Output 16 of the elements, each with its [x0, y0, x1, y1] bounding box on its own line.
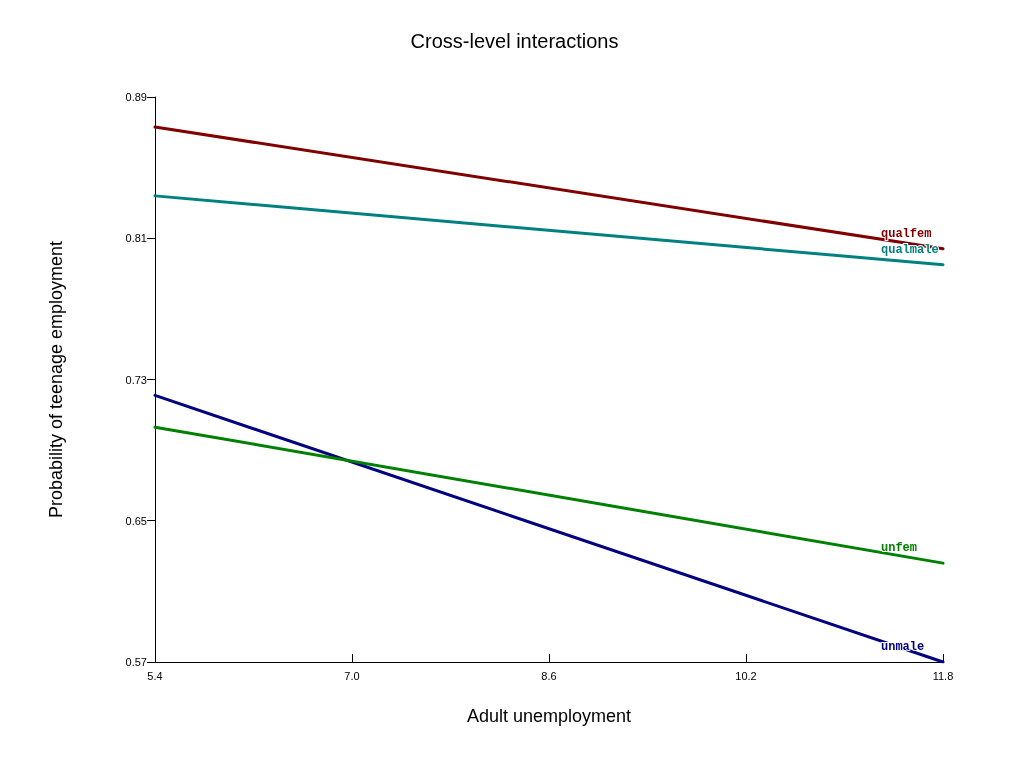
y-tick-label: 0.65: [125, 514, 147, 527]
x-tick-label: 10.2: [735, 669, 757, 682]
y-tick-label: 0.57: [125, 656, 147, 668]
series-label: unfem: [881, 541, 918, 556]
x-tick-label: 11.8: [932, 669, 954, 682]
series-label: qualmale: [881, 242, 939, 257]
chart-title: Cross-level interactions: [410, 30, 619, 52]
y-tick-label: 0.89: [125, 91, 147, 103]
y-tick-label: 0.73: [125, 373, 147, 386]
y-tick-label: 0.81: [125, 232, 147, 245]
x-tick-label: 5.4: [147, 669, 163, 682]
series-label: qualfem: [881, 226, 932, 241]
x-tick-label: 7.0: [344, 669, 360, 682]
x-axis-title: Adult unemployment: [466, 706, 632, 726]
y-axis-title: Probability of teenage employment: [46, 240, 66, 519]
x-tick-label: 8.6: [541, 669, 557, 682]
